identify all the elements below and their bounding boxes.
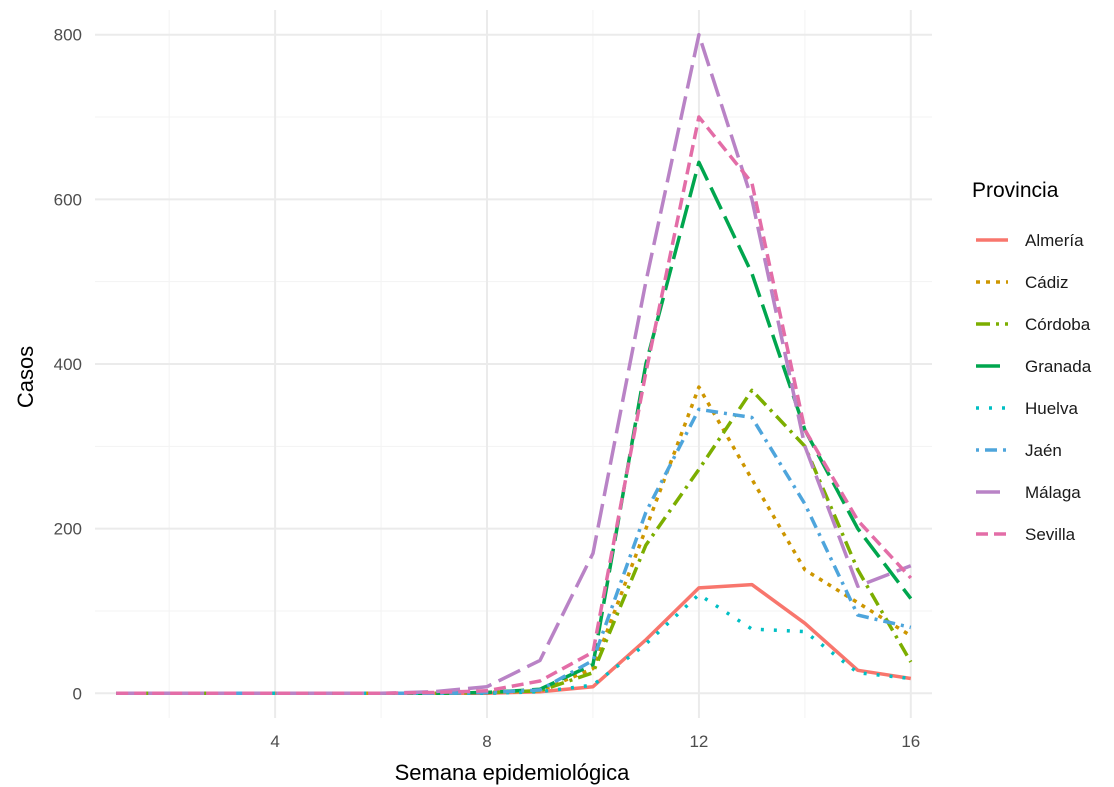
legend-label: Córdoba xyxy=(1025,315,1091,334)
legend-items: Almería Cádiz Córdoba Granada Huelva Jaén Mála… xyxy=(976,231,1092,544)
legend: Provincia Almería Cádiz Córdoba Granada Huel… xyxy=(972,179,1092,544)
y-tick-label: 200 xyxy=(54,520,82,539)
legend-label: Jaén xyxy=(1025,441,1062,460)
x-axis-title: Semana epidemiológica xyxy=(395,760,631,785)
legend-label: Granada xyxy=(1025,357,1092,376)
x-tick-label: 8 xyxy=(482,732,491,751)
legend-label: Sevilla xyxy=(1025,525,1076,544)
minor-gridlines xyxy=(95,10,932,718)
series-lines xyxy=(116,32,913,696)
series-line-córdoba xyxy=(116,388,913,696)
x-tick-label: 4 xyxy=(270,732,279,751)
x-axis-tick-labels: 4 8 12 16 xyxy=(270,732,920,751)
series-line-almería xyxy=(116,582,912,696)
y-tick-label: 600 xyxy=(54,190,82,209)
legend-label: Cádiz xyxy=(1025,273,1068,292)
x-tick-label: 16 xyxy=(901,732,920,751)
legend-label: Almería xyxy=(1025,231,1084,250)
y-axis-title: Casos xyxy=(13,346,38,408)
series-line-sevilla xyxy=(116,115,913,696)
legend-label: Málaga xyxy=(1025,483,1081,502)
series-line-jaén xyxy=(116,407,912,696)
y-tick-label: 800 xyxy=(54,26,82,45)
legend-label: Huelva xyxy=(1025,399,1078,418)
y-axis-tick-labels: 0 200 400 600 800 xyxy=(54,26,82,704)
y-tick-label: 400 xyxy=(54,355,82,374)
major-gridlines xyxy=(95,10,932,718)
y-tick-label: 0 xyxy=(73,684,82,703)
series-line-huelva xyxy=(116,592,911,696)
legend-title: Provincia xyxy=(972,179,1059,202)
x-tick-label: 12 xyxy=(689,732,708,751)
